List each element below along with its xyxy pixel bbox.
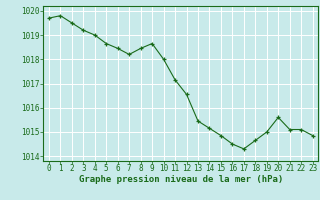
- X-axis label: Graphe pression niveau de la mer (hPa): Graphe pression niveau de la mer (hPa): [79, 175, 283, 184]
